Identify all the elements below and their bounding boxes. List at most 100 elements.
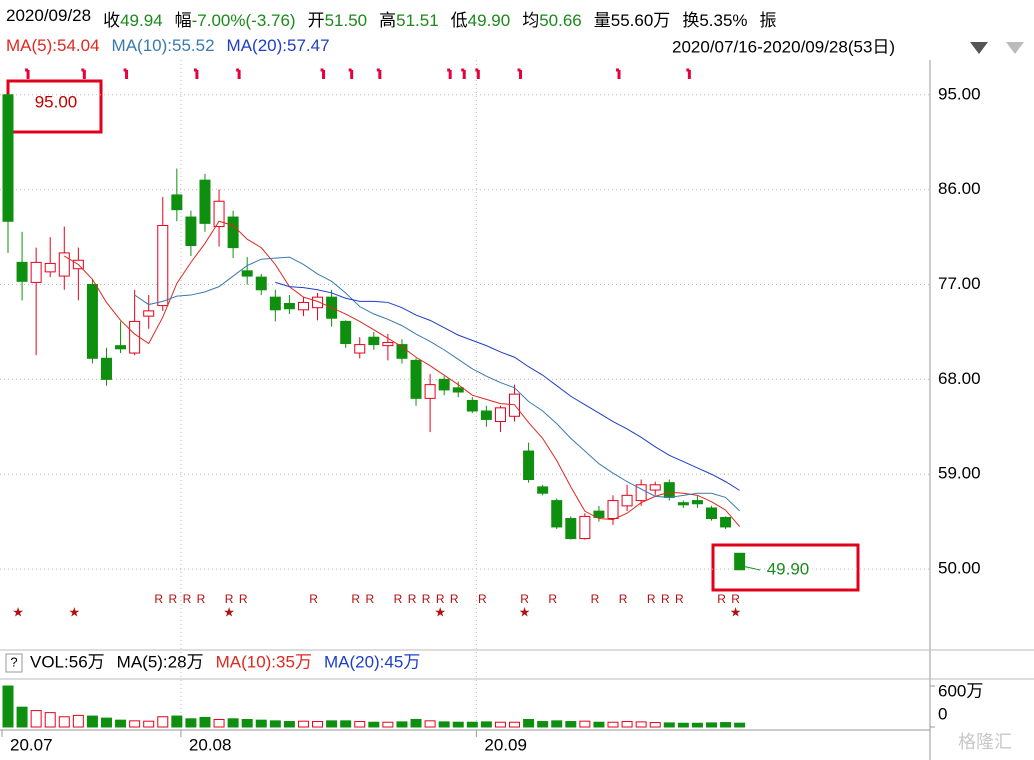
volume-bar: [438, 721, 450, 728]
r-marker: R: [394, 592, 403, 606]
candle-body: [452, 387, 464, 393]
candle-body: [171, 194, 183, 211]
quote-label: 均: [522, 11, 540, 30]
dropdown-icon[interactable]: [1006, 42, 1024, 54]
candle-body: [706, 507, 717, 520]
quote-date: 2020/09/28: [6, 6, 92, 25]
star-marker: ★: [12, 604, 24, 619]
candle-body: [607, 500, 619, 520]
candle-body: [2, 94, 14, 222]
r-marker: R: [309, 592, 318, 606]
volume-bar: [410, 718, 422, 728]
help-icon[interactable]: ?: [10, 654, 17, 669]
quote-label: 低: [450, 11, 468, 30]
candle-body: [663, 482, 675, 498]
y-tick-label: 50.00: [938, 559, 981, 578]
star-marker: ★: [730, 604, 742, 619]
event-flag: [193, 68, 199, 79]
volume-bar: [593, 721, 605, 728]
r-marker: R: [675, 592, 684, 606]
dropdown-icon[interactable]: [970, 42, 988, 54]
r-marker: R: [717, 592, 726, 606]
quote-label: 量: [593, 11, 611, 30]
event-flag: [447, 68, 452, 79]
candle-body: [593, 510, 605, 518]
vol-legend: MA(10):35万: [216, 652, 312, 671]
candle-body: [382, 341, 394, 347]
candle-body: [297, 301, 309, 311]
quote-label: 幅: [174, 11, 192, 30]
volume-bar: [677, 722, 689, 728]
volume-bar: [607, 721, 619, 728]
volume-bar: [72, 714, 84, 728]
event-flag: [348, 68, 354, 79]
legend-entry: MA(5):54.04: [6, 36, 100, 55]
r-marker: R: [548, 592, 557, 606]
candle-body: [635, 484, 647, 502]
r-marker: R: [520, 592, 529, 606]
candle-body: [523, 450, 535, 481]
volume-bar: [100, 717, 112, 728]
candle-body: [255, 276, 267, 291]
volume-bar: [58, 716, 70, 728]
ma-line: [64, 220, 741, 527]
candle-body: [537, 486, 549, 494]
volume-bar: [537, 721, 549, 728]
volume-bar: [509, 721, 521, 728]
quote-label: 振: [759, 11, 777, 30]
candle-body: [44, 262, 56, 273]
candle-body: [691, 500, 703, 505]
quote-item: 幅-7.00%(-3.76): [175, 6, 296, 31]
candle-body: [480, 410, 492, 420]
watermark: 格隆汇: [958, 732, 1012, 752]
r-marker: R: [619, 592, 628, 606]
event-flag: [376, 68, 382, 79]
candle-body: [579, 515, 591, 540]
volume-bar: [621, 721, 633, 728]
quote-item: 换5.35%: [682, 6, 747, 31]
max-annotation: 95.00: [35, 92, 78, 111]
volume-bar: [171, 715, 183, 728]
volume-bar: [494, 721, 506, 728]
volume-bar: [579, 720, 591, 728]
volume-bar: [565, 721, 577, 728]
ma-line: [134, 256, 740, 512]
r-marker: R: [197, 592, 206, 606]
ma-line: [275, 281, 740, 491]
r-marker: R: [154, 592, 163, 606]
candle-body: [410, 359, 422, 399]
volume-bar: [143, 720, 155, 728]
candle-body: [157, 224, 169, 307]
volume-bar: [227, 718, 239, 728]
volume-bar: [424, 720, 436, 728]
vol-tick-label: 600万: [938, 681, 983, 700]
quote-label: 换: [682, 11, 700, 30]
y-tick-label: 59.00: [938, 464, 981, 483]
y-tick-label: 68.00: [938, 369, 981, 388]
volume-bar: [44, 712, 56, 728]
candle-body: [115, 345, 127, 350]
quote-label: 开: [307, 11, 325, 30]
volume-bar: [86, 715, 98, 728]
vol-tick-label: 0: [938, 704, 947, 723]
candle-body: [368, 336, 380, 346]
candle-body: [100, 357, 112, 380]
r-marker: R: [591, 592, 600, 606]
help-box[interactable]: [5, 653, 23, 673]
volume-bar: [354, 721, 366, 728]
y-tick-label: 86.00: [938, 179, 981, 198]
x-tick-label: 20.09: [484, 735, 527, 754]
volume-bar: [691, 722, 703, 728]
r-marker: R: [478, 592, 487, 606]
legend-entry: MA(20):57.47: [226, 36, 330, 55]
volume-bar: [312, 721, 324, 728]
event-flag: [517, 68, 523, 79]
event-flag: [236, 68, 241, 79]
candle-body: [269, 296, 281, 311]
r-marker: R: [422, 592, 431, 606]
volume-bar: [480, 721, 492, 728]
volume-bar: [115, 719, 127, 728]
volume-bar: [734, 722, 746, 728]
volume-bar: [269, 720, 281, 728]
